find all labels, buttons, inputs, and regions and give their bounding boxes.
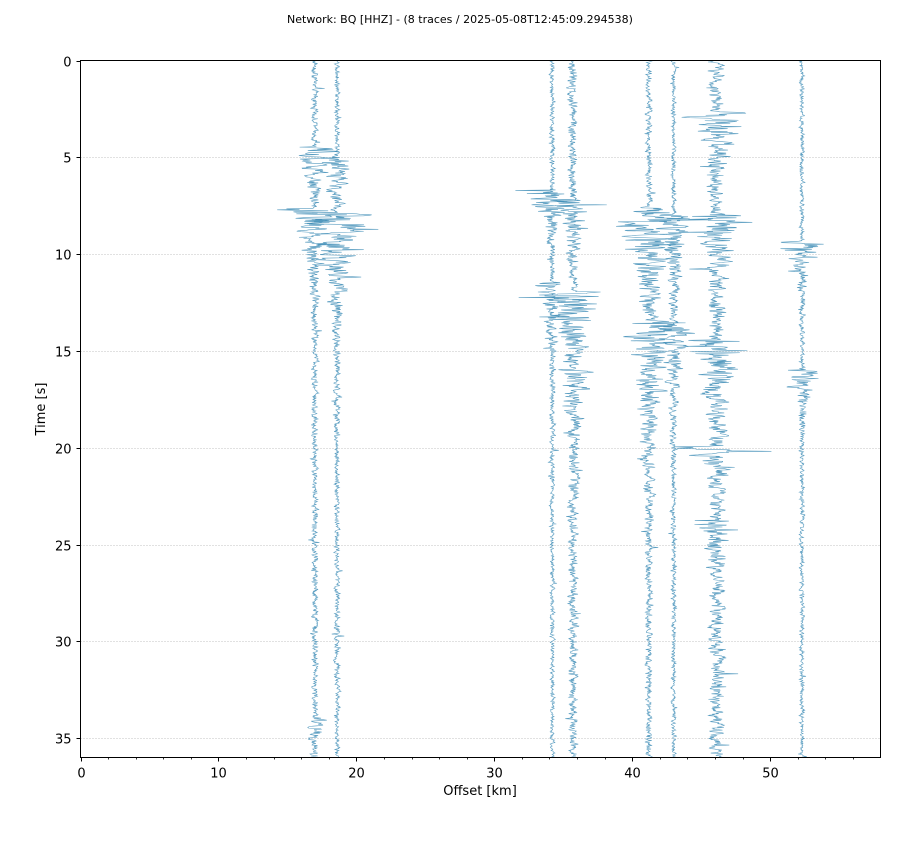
grid-lines <box>80 157 881 739</box>
x-tick-label: 0 <box>77 767 85 782</box>
y-tick-label: 10 <box>55 249 72 264</box>
seismic-trace <box>655 60 712 758</box>
seismic-trace <box>674 60 772 758</box>
y-tick-label: 35 <box>55 733 72 748</box>
y-tick-label: 25 <box>55 540 72 555</box>
seismic-trace <box>780 60 824 758</box>
y-tick-label: 20 <box>55 443 72 458</box>
chart-title: Network: BQ [HHZ] - (8 traces / 2025-05-… <box>287 13 633 26</box>
seismic-trace <box>518 60 607 758</box>
y-tick-label: 15 <box>55 346 72 361</box>
y-tick-label: 30 <box>55 636 72 651</box>
seismic-trace <box>277 60 347 758</box>
plot-frame <box>80 60 881 758</box>
seismic-trace <box>616 60 690 758</box>
x-tick-label: 20 <box>348 767 365 782</box>
y-axis-ticks: 0 5 10 15 20 25 30 35 <box>55 56 81 748</box>
x-tick-label: 30 <box>486 767 503 782</box>
y-axis-label: Time [s] <box>34 383 49 437</box>
x-axis-ticks: 0 10 20 30 40 50 <box>77 757 854 782</box>
y-tick-label: 5 <box>63 152 71 167</box>
x-tick-label: 40 <box>624 767 641 782</box>
seismic-trace <box>305 60 379 758</box>
x-axis-label: Offset [km] <box>443 784 517 799</box>
seismic-traces <box>277 60 824 758</box>
x-tick-label: 50 <box>762 767 779 782</box>
x-tick-label: 10 <box>210 767 227 782</box>
y-tick-label: 0 <box>63 56 71 71</box>
seismic-trace <box>515 60 576 758</box>
